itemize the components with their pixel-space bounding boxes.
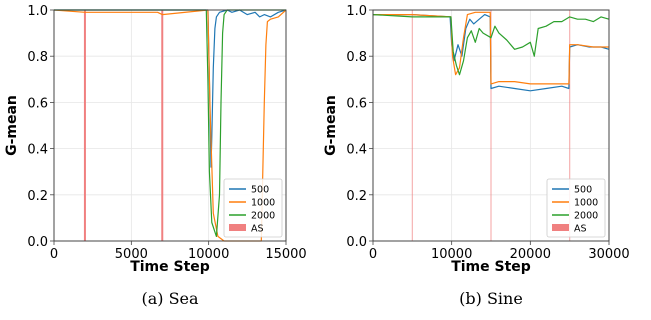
y-tick-label: 1.0 [346,4,367,19]
x-tick-label: 5000 [115,247,148,262]
chart-sea: 0 5000 10000 15000 0.0 0.2 0.4 0.6 0.8 1.0 Time … [4,4,307,308]
legend: 500 1000 2000 AS [223,178,283,238]
caption-sea: (a) Sea [141,289,199,308]
legend-label-2000: 2000 [574,211,598,222]
x-tick-label: 0 [369,247,377,262]
y-axis-label: G-mean [4,95,20,156]
legend-box [546,178,606,238]
legend-box [223,178,283,238]
legend-label-500: 500 [574,185,592,196]
series-line-1000 [373,11,609,85]
series-group [372,11,610,92]
series-line-2000 [372,14,610,76]
legend: 500 1000 2000 AS [546,178,606,238]
legend-label-1000: 1000 [251,198,275,209]
legend-label-1000: 1000 [574,198,598,209]
x-tick-label: 0 [50,247,58,262]
chart-sine: 0 10000 20000 30000 0.0 0.2 0.4 0.6 0.8 1.0 Time… [323,4,630,308]
legend-swatch-as [552,224,569,231]
legend-label-as: AS [251,224,264,235]
as-lines [83,10,164,241]
y-tick-label: 0.4 [346,143,367,158]
x-tick-label: 10000 [431,247,472,262]
legend-label-500: 500 [251,185,269,196]
legend-label-2000: 2000 [251,211,275,222]
plot-frame [53,9,287,242]
y-tick-label: 1.0 [27,4,48,19]
y-tick-label: 0.0 [346,235,367,250]
x-tick-label: 10000 [188,247,229,262]
y-tick-label: 0.2 [27,189,48,204]
y-ticks: 0.0 0.2 0.4 0.6 0.8 1.0 [27,4,54,250]
x-axis-label: Time Step [451,259,531,275]
y-axis-label: G-mean [323,95,339,156]
y-tick-label: 0.2 [346,189,367,204]
x-tick-label: 15000 [265,247,306,262]
caption-sine: (b) Sine [459,289,523,308]
y-tick-label: 0.4 [27,143,48,158]
y-tick-label: 0.6 [346,96,367,111]
x-ticks: 0 5000 10000 15000 [50,241,307,262]
x-tick-label: 30000 [588,247,629,262]
legend-swatch-as [229,224,246,231]
x-ticks: 0 10000 20000 30000 [369,241,630,262]
legend-label-as: AS [574,224,587,235]
y-tick-label: 0.8 [346,50,367,65]
y-ticks: 0.0 0.2 0.4 0.6 0.8 1.0 [346,4,373,250]
x-axis-label: Time Step [130,259,210,275]
y-tick-label: 0.6 [27,96,48,111]
y-tick-label: 0.0 [27,235,48,250]
series-line-2000 [54,9,286,237]
x-tick-label: 20000 [510,247,551,262]
series-line-500 [54,9,287,168]
plot-frame [372,9,610,242]
y-tick-label: 0.8 [27,50,48,65]
